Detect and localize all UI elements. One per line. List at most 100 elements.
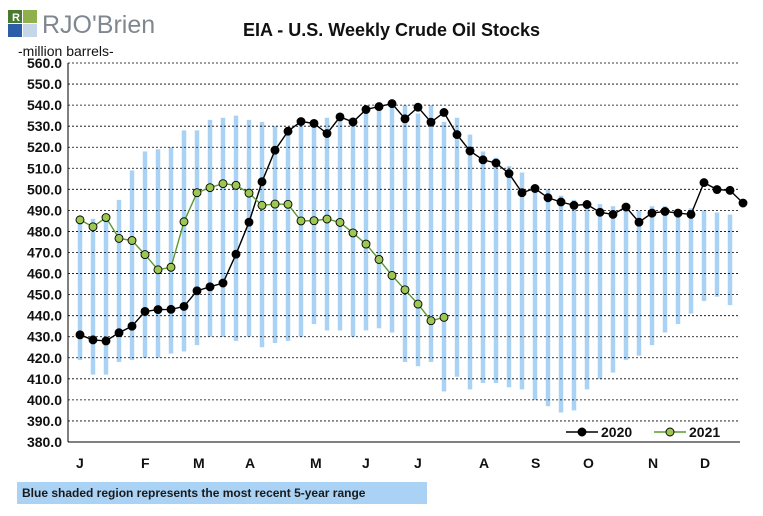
data-point-2020 bbox=[517, 188, 527, 198]
logo-mark-icon: R bbox=[8, 10, 37, 37]
five-year-range-band bbox=[77, 105, 733, 413]
y-tick-label: 490.0 bbox=[27, 202, 62, 218]
data-point-2021 bbox=[439, 312, 449, 322]
data-point-2021 bbox=[75, 215, 85, 225]
range-bar bbox=[324, 117, 330, 331]
data-point-2021 bbox=[400, 285, 410, 295]
range-bar bbox=[545, 189, 551, 407]
data-point-2021 bbox=[387, 271, 397, 280]
x-tick-label: J bbox=[414, 455, 422, 471]
data-point-2020 bbox=[270, 145, 280, 155]
data-point-2021 bbox=[218, 179, 228, 189]
data-point-2021 bbox=[205, 183, 215, 193]
data-point-2020 bbox=[504, 169, 514, 178]
data-point-2020 bbox=[361, 105, 371, 114]
y-tick-label: 390.0 bbox=[27, 413, 62, 429]
range-bar bbox=[506, 166, 512, 388]
data-point-2020 bbox=[556, 197, 566, 207]
data-point-2020 bbox=[140, 307, 150, 316]
range-bar bbox=[233, 115, 239, 341]
data-point-2020 bbox=[283, 126, 293, 136]
y-tick-label: 520.0 bbox=[27, 139, 62, 155]
data-point-2020 bbox=[595, 207, 605, 217]
data-point-2020 bbox=[413, 102, 423, 112]
data-point-2020 bbox=[218, 278, 228, 288]
range-bar bbox=[246, 119, 252, 337]
y-tick-label: 450.0 bbox=[27, 287, 62, 303]
range-bar bbox=[402, 105, 408, 362]
range-bar bbox=[688, 208, 694, 314]
data-point-2020 bbox=[257, 177, 267, 187]
data-point-2020 bbox=[582, 200, 592, 209]
series-line-2020 bbox=[79, 102, 744, 342]
data-point-2021 bbox=[257, 200, 267, 210]
data-point-2020 bbox=[309, 118, 319, 128]
data-point-2021 bbox=[153, 265, 163, 275]
range-bar bbox=[428, 105, 434, 362]
data-point-2020 bbox=[88, 335, 98, 345]
x-tick-label: A bbox=[479, 455, 489, 471]
range-bar bbox=[675, 210, 681, 325]
data-point-2021 bbox=[88, 222, 98, 232]
range-bar bbox=[285, 130, 291, 341]
data-point-2021 bbox=[231, 180, 241, 190]
range-bar bbox=[389, 105, 395, 333]
range-bar bbox=[597, 204, 603, 379]
y-tick-label: 440.0 bbox=[27, 308, 62, 324]
range-bar bbox=[649, 206, 655, 346]
range-bar bbox=[90, 218, 96, 375]
range-bar bbox=[519, 172, 525, 390]
range-bar bbox=[610, 206, 616, 373]
range-bar bbox=[77, 216, 83, 360]
range-bar bbox=[168, 147, 174, 354]
y-tick-label: 510.0 bbox=[27, 160, 62, 176]
data-point-2021 bbox=[244, 188, 254, 198]
data-point-2020 bbox=[452, 130, 462, 140]
y-tick-label: 380.0 bbox=[27, 434, 62, 450]
data-point-2020 bbox=[192, 286, 202, 296]
data-point-2021 bbox=[374, 254, 384, 264]
x-tick-label: A bbox=[245, 455, 255, 471]
data-point-2021 bbox=[179, 217, 189, 227]
range-bar bbox=[454, 117, 460, 377]
data-point-2020 bbox=[179, 301, 189, 311]
y-tick-label: 420.0 bbox=[27, 350, 62, 366]
data-point-2020 bbox=[335, 112, 345, 122]
data-point-2021 bbox=[166, 262, 176, 272]
data-point-2020 bbox=[322, 129, 332, 138]
data-point-2021 bbox=[270, 199, 280, 209]
range-bar bbox=[272, 126, 278, 344]
range-footnote: Blue shaded region represents the most r… bbox=[17, 482, 427, 504]
x-tick-label: M bbox=[310, 455, 322, 471]
range-bar bbox=[181, 130, 187, 352]
range-bar bbox=[571, 199, 577, 411]
data-point-2020 bbox=[738, 198, 748, 208]
data-point-2021 bbox=[101, 213, 111, 222]
y-tick-label: 530.0 bbox=[27, 118, 62, 134]
range-bar bbox=[376, 105, 382, 329]
data-point-2021 bbox=[127, 236, 137, 245]
x-tick-label: M bbox=[193, 455, 205, 471]
data-point-2020 bbox=[543, 193, 553, 203]
data-point-2020 bbox=[426, 117, 436, 127]
data-point-2020 bbox=[725, 185, 735, 195]
axes: 560.0 550.0 540.0 530.0 520.0 510.0 500.0 490.0… bbox=[27, 55, 740, 471]
x-tick-label: J bbox=[362, 455, 370, 471]
range-bar bbox=[415, 113, 421, 367]
range-bar bbox=[116, 199, 122, 362]
range-bar bbox=[493, 157, 499, 384]
data-point-2020 bbox=[231, 249, 241, 259]
data-point-2020 bbox=[647, 208, 657, 218]
range-bar bbox=[259, 121, 265, 348]
y-tick-label: 470.0 bbox=[27, 245, 62, 261]
x-tick-label: N bbox=[648, 455, 658, 471]
y-axis-unit-label: -million barrels- bbox=[18, 43, 114, 59]
data-point-2020 bbox=[634, 217, 644, 227]
range-bar bbox=[467, 134, 473, 390]
range-bar bbox=[727, 214, 733, 306]
range-bar bbox=[701, 210, 707, 301]
data-point-2020 bbox=[153, 305, 163, 315]
y-tick-label: 410.0 bbox=[27, 371, 62, 387]
